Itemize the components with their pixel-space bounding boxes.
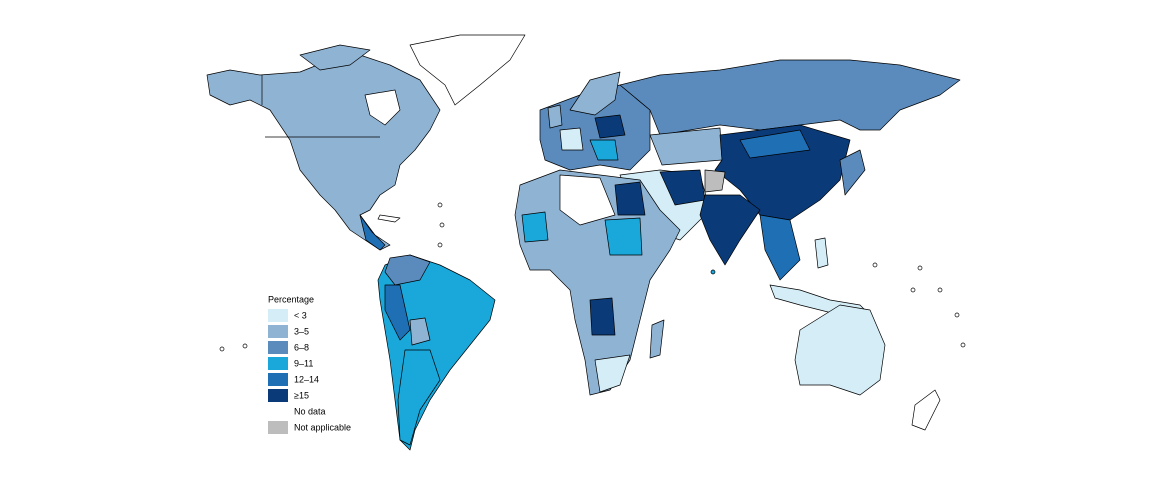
island [437, 202, 443, 208]
australia [794, 304, 886, 396]
north-africa [559, 174, 616, 226]
japan [839, 149, 866, 196]
legend-swatch [268, 341, 288, 354]
legend-label: 3–5 [294, 326, 309, 336]
legend: Percentage < 3 3–5 6–8 9–11 12–14 ≥15 No data N… [268, 294, 351, 434]
central-america [359, 214, 386, 251]
legend-swatch [268, 309, 288, 322]
island [872, 262, 878, 268]
island [910, 287, 916, 293]
legend-label: 6–8 [294, 342, 309, 352]
new-zealand [911, 389, 941, 431]
peru [384, 284, 411, 341]
philippines [814, 237, 829, 269]
india [699, 194, 761, 266]
legend-swatch [268, 373, 288, 386]
legend-label: ≥15 [294, 390, 309, 400]
island [960, 342, 966, 348]
island [437, 242, 443, 248]
legend-swatch [268, 325, 288, 338]
hudson-bay [364, 89, 401, 126]
scandinavia [569, 71, 621, 116]
sudan [604, 217, 643, 256]
island [439, 222, 445, 228]
uk [547, 104, 563, 129]
legend-swatch [268, 357, 288, 370]
legend-title: Percentage [268, 294, 314, 304]
southeast-asia [759, 214, 801, 281]
colombia-venezuela [384, 254, 431, 286]
greenland [409, 34, 526, 106]
island [219, 346, 225, 352]
legend-label: No data [294, 406, 326, 416]
france [559, 127, 584, 151]
legend-label: Not applicable [294, 422, 351, 432]
north-america [206, 54, 441, 251]
legend-label: 9–11 [294, 358, 313, 368]
mongolia [739, 129, 811, 159]
bolivia [409, 317, 431, 346]
egypt [614, 181, 646, 216]
congo [589, 297, 616, 336]
island [917, 265, 923, 271]
west-africa [521, 211, 549, 243]
cuba [377, 214, 401, 223]
balkans [589, 139, 619, 161]
legend-label: < 3 [294, 310, 307, 320]
southern-africa [594, 354, 631, 393]
legend-swatch [268, 405, 288, 418]
afghanistan [704, 169, 726, 193]
poland-region [594, 114, 626, 139]
arctic-islands [299, 44, 371, 71]
island [937, 287, 943, 293]
madagascar [649, 319, 665, 359]
legend-swatch [268, 421, 288, 434]
russia [619, 59, 961, 136]
legend-swatch [268, 389, 288, 402]
island [710, 269, 716, 275]
map-shapes [206, 34, 966, 451]
argentina [397, 349, 441, 446]
legend-label: 12–14 [294, 374, 319, 384]
island [954, 312, 960, 318]
island [242, 343, 248, 349]
